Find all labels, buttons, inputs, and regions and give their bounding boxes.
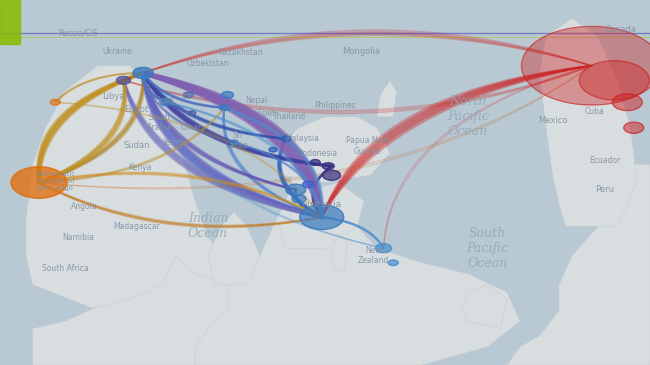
- Text: Papua New
Guinea: Papua New Guinea: [346, 136, 389, 156]
- Polygon shape: [26, 66, 228, 310]
- Circle shape: [579, 61, 649, 100]
- Circle shape: [322, 163, 334, 169]
- Circle shape: [388, 260, 398, 266]
- Text: Malaysia: Malaysia: [285, 134, 319, 143]
- Text: Sri
Lanka: Sri Lanka: [226, 131, 249, 150]
- Polygon shape: [540, 18, 637, 226]
- Text: Russia/CIS: Russia/CIS: [58, 28, 98, 37]
- Text: Madagascar: Madagascar: [113, 222, 160, 231]
- Polygon shape: [208, 212, 260, 285]
- Text: Uzbekistan: Uzbekistan: [187, 59, 229, 68]
- Circle shape: [303, 181, 315, 188]
- Text: Ukraine: Ukraine: [102, 47, 132, 55]
- Text: New
Zealand: New Zealand: [358, 246, 389, 265]
- Circle shape: [292, 195, 306, 203]
- Circle shape: [160, 99, 172, 105]
- Circle shape: [322, 170, 341, 180]
- Polygon shape: [462, 285, 507, 328]
- Polygon shape: [280, 117, 390, 182]
- Circle shape: [286, 184, 306, 195]
- Circle shape: [310, 160, 320, 165]
- Text: Libya: Libya: [103, 92, 125, 101]
- Text: Tibet: Tibet: [257, 109, 276, 118]
- Text: Cuba: Cuba: [585, 107, 604, 116]
- Circle shape: [521, 26, 650, 105]
- Text: Thailand: Thailand: [272, 112, 306, 121]
- Polygon shape: [507, 164, 650, 365]
- Text: Canada: Canada: [604, 25, 637, 34]
- Text: Iran: Iran: [181, 92, 196, 101]
- Circle shape: [376, 244, 391, 253]
- Circle shape: [300, 205, 344, 230]
- Text: Nepal: Nepal: [246, 96, 268, 105]
- Text: Kenya: Kenya: [128, 164, 151, 172]
- Text: South
Pacific
Ocean: South Pacific Ocean: [467, 227, 508, 270]
- Text: Oman: Oman: [180, 123, 203, 132]
- Text: South Africa: South Africa: [42, 264, 88, 273]
- Bar: [0, 0, 20, 44]
- Polygon shape: [195, 175, 520, 365]
- Text: Namibia: Namibia: [62, 233, 94, 242]
- Circle shape: [11, 167, 67, 198]
- Text: Mongolia: Mongolia: [342, 47, 380, 55]
- Circle shape: [230, 140, 238, 145]
- Text: Iraq: Iraq: [157, 96, 174, 105]
- Polygon shape: [377, 80, 396, 117]
- Text: Democratic
Republic of
the Congo: Democratic Republic of the Congo: [35, 171, 75, 191]
- Text: North
Pacific
Ocean: North Pacific Ocean: [447, 95, 489, 138]
- Text: Egypt: Egypt: [124, 105, 149, 114]
- Circle shape: [116, 76, 131, 84]
- Text: Ecuador: Ecuador: [589, 156, 620, 165]
- Text: Peru: Peru: [595, 185, 614, 194]
- Text: Philippines: Philippines: [314, 101, 356, 110]
- Text: Indonesia: Indonesia: [300, 149, 337, 158]
- Circle shape: [281, 136, 291, 142]
- Text: Mexico: Mexico: [538, 116, 567, 125]
- Circle shape: [133, 68, 153, 78]
- Circle shape: [219, 105, 229, 111]
- Text: Kazakhstan: Kazakhstan: [218, 49, 263, 57]
- Circle shape: [612, 94, 642, 111]
- Circle shape: [269, 147, 277, 152]
- Circle shape: [624, 122, 644, 133]
- Circle shape: [222, 92, 233, 98]
- Text: Sudan: Sudan: [124, 142, 150, 150]
- Text: Angola: Angola: [72, 202, 98, 211]
- Text: Yemen: Yemen: [163, 138, 188, 147]
- Polygon shape: [280, 182, 364, 248]
- Circle shape: [50, 99, 60, 105]
- Text: Saudi
Arabia: Saudi Arabia: [147, 112, 172, 132]
- Text: Australia: Australia: [302, 200, 342, 209]
- Text: Indian
Ocean: Indian Ocean: [188, 212, 228, 240]
- Polygon shape: [32, 255, 273, 365]
- Polygon shape: [332, 234, 348, 270]
- Circle shape: [183, 92, 194, 98]
- Circle shape: [188, 111, 196, 115]
